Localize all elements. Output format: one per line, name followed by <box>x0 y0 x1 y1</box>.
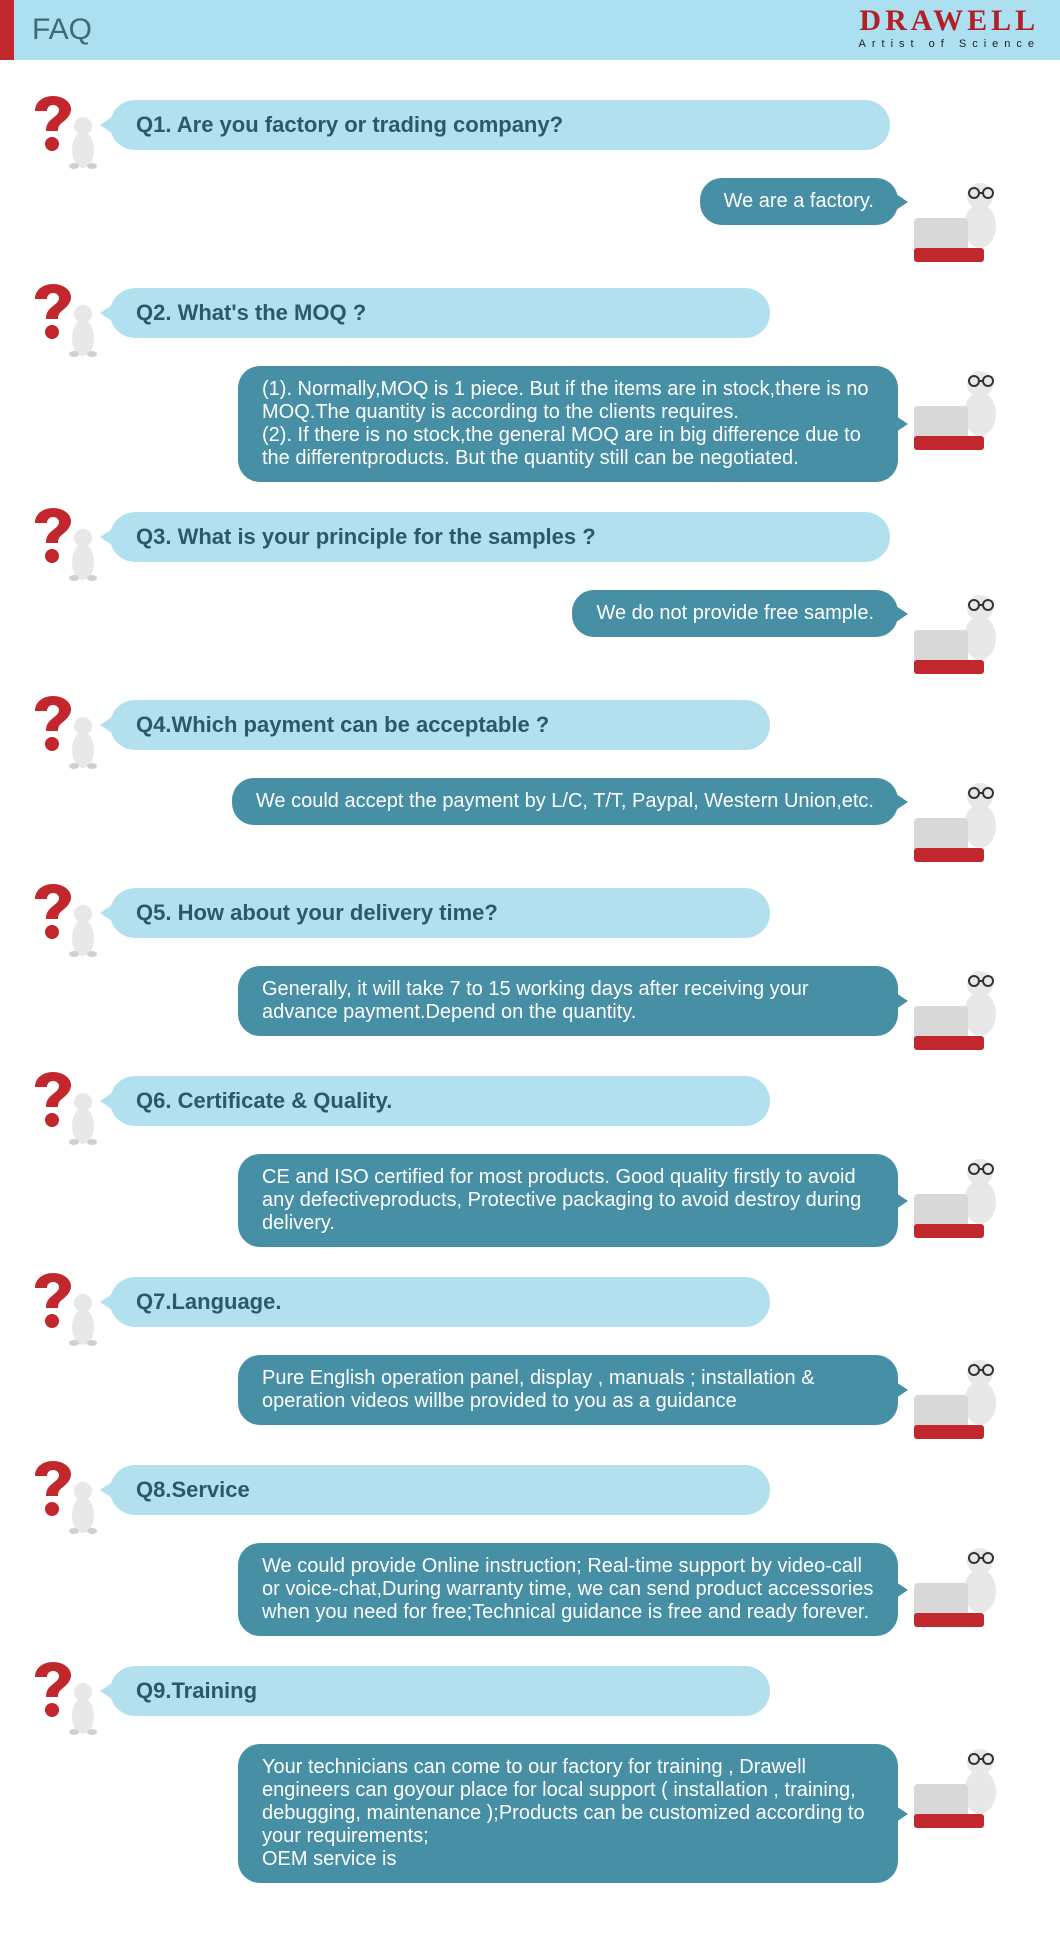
answer-bubble: We are a factory. <box>700 178 898 225</box>
faq-item: Q3. What is your principle for the sampl… <box>30 512 1030 670</box>
header-accent-bar <box>0 0 14 60</box>
question-text: Q8.Service <box>136 1477 250 1502</box>
asker-figure <box>30 1666 110 1736</box>
faq-item: Q4.Which payment can be acceptable ? We … <box>30 700 1030 858</box>
answer-text: We could provide Online instruction; Rea… <box>262 1555 873 1623</box>
asker-person-icon <box>64 528 102 589</box>
logo: DRAWELL Artist of Science <box>859 6 1040 50</box>
answer-bubble: We do not provide free sample. <box>572 590 898 637</box>
answerer-figure <box>910 778 1030 858</box>
asker-person-icon <box>64 1092 102 1153</box>
asker-figure <box>30 1277 110 1347</box>
answerer-figure <box>910 590 1030 670</box>
question-text: Q1. Are you factory or trading company? <box>136 112 563 137</box>
answer-bubble: Your technicians can come to our factory… <box>238 1744 898 1883</box>
question-bubble: Q1. Are you factory or trading company? <box>110 100 890 150</box>
asker-figure <box>30 288 110 358</box>
answer-text: Your technicians can come to our factory… <box>262 1756 865 1870</box>
answer-bubble: Generally, it will take 7 to 15 working … <box>238 966 898 1036</box>
asker-person-icon <box>64 116 102 177</box>
answerer-figure <box>910 1543 1030 1623</box>
question-bubble: Q8.Service <box>110 1465 770 1515</box>
asker-person-icon <box>64 904 102 965</box>
asker-figure <box>30 1076 110 1146</box>
question-bubble: Q9.Training <box>110 1666 770 1716</box>
asker-figure <box>30 888 110 958</box>
asker-figure <box>30 700 110 770</box>
question-bubble: Q4.Which payment can be acceptable ? <box>110 700 770 750</box>
faq-item: Q2. What's the MOQ ? (1). Normally,MOQ i… <box>30 288 1030 482</box>
question-bubble: Q5. How about your delivery time? <box>110 888 770 938</box>
question-bubble: Q7.Language. <box>110 1277 770 1327</box>
faq-item: Q5. How about your delivery time? Genera… <box>30 888 1030 1046</box>
asker-figure <box>30 100 110 170</box>
logo-main-text: DRAWELL <box>859 6 1040 36</box>
answer-text: Generally, it will take 7 to 15 working … <box>262 978 809 1023</box>
answerer-figure <box>910 366 1030 446</box>
answer-text: We are a factory. <box>724 190 874 212</box>
asker-person-icon <box>64 1481 102 1542</box>
answer-bubble: We could provide Online instruction; Rea… <box>238 1543 898 1636</box>
answer-text: CE and ISO certified for most products. … <box>262 1166 861 1234</box>
faq-item: Q8.Service We could provide Online instr… <box>30 1465 1030 1636</box>
answer-text: We could accept the payment by L/C, T/T,… <box>256 790 874 812</box>
logo-sub-text: Artist of Science <box>859 38 1040 50</box>
answer-bubble: We could accept the payment by L/C, T/T,… <box>232 778 898 825</box>
question-text: Q3. What is your principle for the sampl… <box>136 524 596 549</box>
question-text: Q6. Certificate & Quality. <box>136 1088 392 1113</box>
answer-text: (1). Normally,MOQ is 1 piece. But if the… <box>262 378 869 469</box>
asker-figure <box>30 1465 110 1535</box>
faq-list: Q1. Are you factory or trading company? … <box>0 60 1060 1933</box>
answer-text: We do not provide free sample. <box>596 602 874 624</box>
answerer-figure <box>910 1355 1030 1435</box>
question-bubble: Q6. Certificate & Quality. <box>110 1076 770 1126</box>
header-bar: FAQ DRAWELL Artist of Science <box>0 0 1060 60</box>
answerer-figure <box>910 966 1030 1046</box>
answerer-figure <box>910 1744 1030 1824</box>
page-title: FAQ <box>32 13 92 47</box>
answer-text: Pure English operation panel, display , … <box>262 1367 815 1412</box>
faq-item: Q1. Are you factory or trading company? … <box>30 100 1030 258</box>
faq-item: Q6. Certificate & Quality. CE and ISO ce… <box>30 1076 1030 1247</box>
asker-person-icon <box>64 304 102 365</box>
answerer-figure <box>910 178 1030 258</box>
question-text: Q5. How about your delivery time? <box>136 900 498 925</box>
question-text: Q4.Which payment can be acceptable ? <box>136 712 549 737</box>
asker-person-icon <box>64 1293 102 1354</box>
answer-bubble: Pure English operation panel, display , … <box>238 1355 898 1425</box>
faq-item: Q9.Training Your technicians can come to… <box>30 1666 1030 1883</box>
answer-bubble: CE and ISO certified for most products. … <box>238 1154 898 1247</box>
question-text: Q2. What's the MOQ ? <box>136 300 366 325</box>
answer-bubble: (1). Normally,MOQ is 1 piece. But if the… <box>238 366 898 482</box>
question-bubble: Q2. What's the MOQ ? <box>110 288 770 338</box>
faq-item: Q7.Language. Pure English operation pane… <box>30 1277 1030 1435</box>
answerer-figure <box>910 1154 1030 1234</box>
asker-person-icon <box>64 716 102 777</box>
asker-person-icon <box>64 1682 102 1743</box>
question-text: Q7.Language. <box>136 1289 281 1314</box>
question-bubble: Q3. What is your principle for the sampl… <box>110 512 890 562</box>
asker-figure <box>30 512 110 582</box>
question-text: Q9.Training <box>136 1678 257 1703</box>
